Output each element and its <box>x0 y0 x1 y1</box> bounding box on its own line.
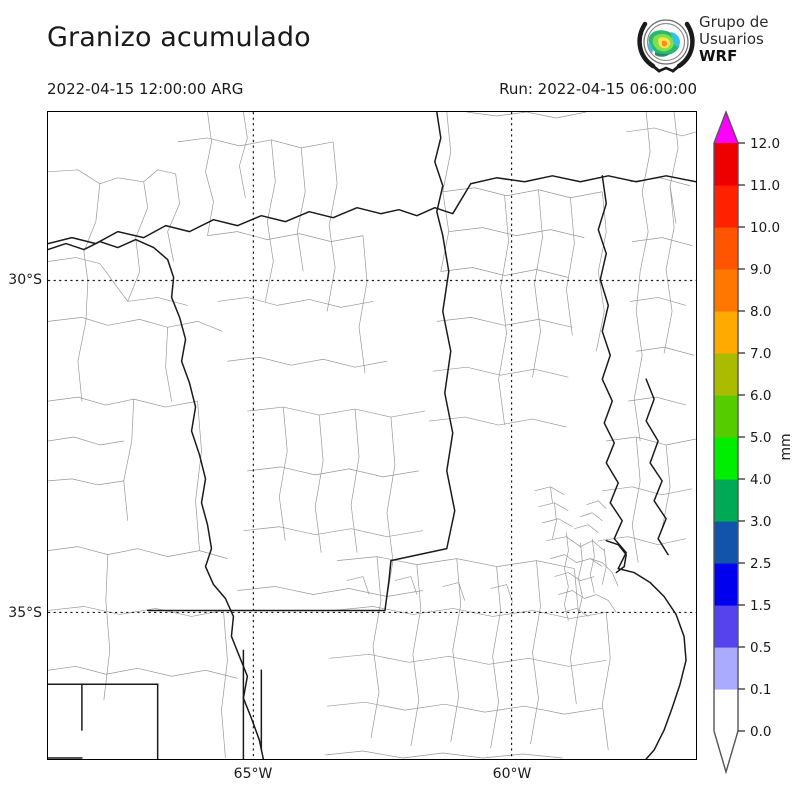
colorbar-tick-label: 7.0 <box>750 346 771 362</box>
lon-tick-label-65w: 65°W <box>233 766 273 782</box>
colorbar-band <box>714 689 738 732</box>
colorbar-band <box>714 395 738 438</box>
logo-line-1: Grupo de <box>699 13 769 31</box>
colorbar-band <box>714 521 738 564</box>
page-title: Granizo acumulado <box>47 22 311 53</box>
country-and-province-borders <box>48 112 696 759</box>
colorbar-unit-label: mm <box>778 433 794 461</box>
run-time-label: Run: 2022-04-15 06:00:00 <box>499 80 697 98</box>
colorbar-band <box>714 269 738 312</box>
colorbar-band <box>714 479 738 522</box>
department-boundaries <box>48 112 696 759</box>
colorbar-tick-label: 2.5 <box>750 556 771 572</box>
map-plot-area <box>47 111 697 760</box>
logo-text-block: Grupo de Usuarios WRF <box>699 14 769 65</box>
colorbar-band <box>714 605 738 648</box>
colorbar-band <box>714 563 738 606</box>
colorbar-band <box>714 353 738 396</box>
lat-tick-label-30s: 30°S <box>8 272 42 288</box>
colorbar-bands <box>714 143 738 732</box>
colorbar-under-arrow-outline <box>713 730 739 775</box>
logo-line-3: WRF <box>699 47 738 65</box>
colorbar-tick-label: 0.0 <box>750 724 771 740</box>
wrf-user-group-logo: Grupo de Usuarios WRF <box>635 10 800 76</box>
graticule-lines <box>48 112 696 759</box>
map-vector-layer <box>48 112 696 759</box>
lat-tick-label-35s: 35°S <box>8 605 42 621</box>
colorbar-tick-label: 12.0 <box>750 136 780 152</box>
colorbar-ticks: 12.0 11.0 10.0 9.0 8.0 7.0 6.0 5.0 4.0 3.0 2.5 1.5 0… <box>738 136 780 740</box>
globe-emblem-icon <box>637 19 695 73</box>
colorbar-band <box>714 143 738 186</box>
colorbar-under-arrow <box>714 731 738 772</box>
colorbar-tick-label: 8.0 <box>750 304 771 320</box>
colorbar-svg: 12.0 11.0 10.0 9.0 8.0 7.0 6.0 5.0 4.0 3.0 2.5 1.5 0… <box>713 110 780 775</box>
colorbar-extend-arrows <box>714 112 738 772</box>
valid-time-label: 2022-04-15 12:00:00 ARG <box>47 80 244 98</box>
colorbar-tick-label: 0.1 <box>750 682 771 698</box>
colorbar-over-arrow-outline <box>713 110 739 144</box>
colorbar-over-arrow <box>714 112 738 143</box>
lon-tick-label-60w: 60°W <box>492 766 532 782</box>
colorbar-band <box>714 227 738 270</box>
colorbar-tick-label: 1.5 <box>750 598 771 614</box>
colorbar-tick-label: 0.5 <box>750 640 771 656</box>
logo-line-2: Usuarios <box>699 30 764 48</box>
colorbar-tick-label: 10.0 <box>750 220 780 236</box>
colorbar-band <box>714 647 738 690</box>
colorbar-band <box>714 185 738 228</box>
colorbar-tick-label: 9.0 <box>750 262 771 278</box>
colorbar-tick-label: 5.0 <box>750 430 771 446</box>
colorbar-tick-label: 3.0 <box>750 514 771 530</box>
colorbar-tick-label: 6.0 <box>750 388 771 404</box>
colorbar-band <box>714 437 738 480</box>
colorbar-band <box>714 311 738 354</box>
colorbar-tick-label: 11.0 <box>750 178 780 194</box>
colorbar: 12.0 11.0 10.0 9.0 8.0 7.0 6.0 5.0 4.0 3.0 2.5 1.5 0… <box>705 110 800 775</box>
colorbar-tick-label: 4.0 <box>750 472 771 488</box>
